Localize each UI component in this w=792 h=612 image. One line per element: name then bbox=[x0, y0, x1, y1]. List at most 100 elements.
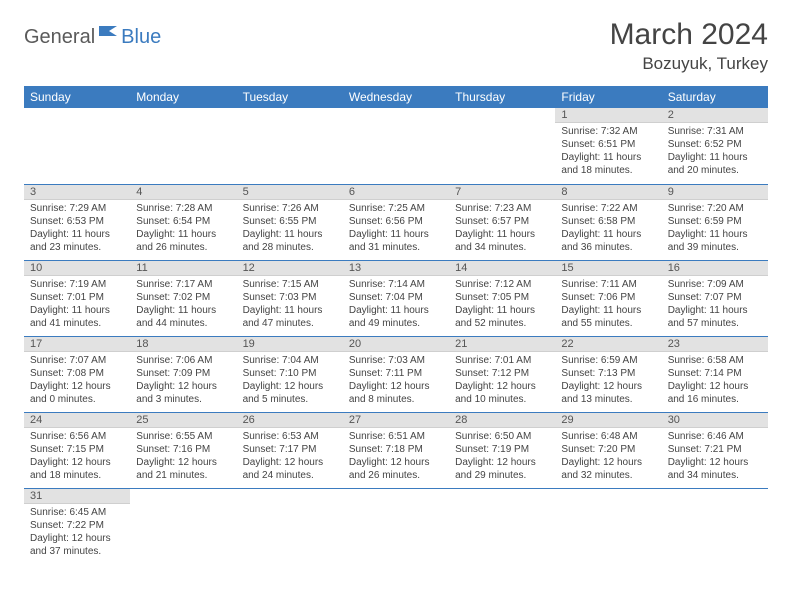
daylight-text: Daylight: 11 hours and 49 minutes. bbox=[349, 304, 443, 330]
day-number: 3 bbox=[24, 185, 130, 200]
sunset-text: Sunset: 7:12 PM bbox=[455, 367, 549, 380]
sunrise-text: Sunrise: 7:20 AM bbox=[668, 202, 762, 215]
calendar-row: 1Sunrise: 7:32 AMSunset: 6:51 PMDaylight… bbox=[24, 108, 768, 184]
sunset-text: Sunset: 6:56 PM bbox=[349, 215, 443, 228]
daylight-text: Daylight: 11 hours and 34 minutes. bbox=[455, 228, 549, 254]
calendar-cell: 30Sunrise: 6:46 AMSunset: 7:21 PMDayligh… bbox=[662, 412, 768, 488]
sunset-text: Sunset: 6:59 PM bbox=[668, 215, 762, 228]
day-number: 26 bbox=[237, 413, 343, 428]
day-content: Sunrise: 6:48 AMSunset: 7:20 PMDaylight:… bbox=[555, 428, 661, 485]
day-number bbox=[24, 108, 130, 122]
sunset-text: Sunset: 7:01 PM bbox=[30, 291, 124, 304]
sunrise-text: Sunrise: 6:46 AM bbox=[668, 430, 762, 443]
day-number: 8 bbox=[555, 185, 661, 200]
calendar-row: 10Sunrise: 7:19 AMSunset: 7:01 PMDayligh… bbox=[24, 260, 768, 336]
header: General Blue March 2024 Bozuyuk, Turkey bbox=[24, 18, 768, 74]
day-number bbox=[449, 489, 555, 503]
calendar-cell: 21Sunrise: 7:01 AMSunset: 7:12 PMDayligh… bbox=[449, 336, 555, 412]
calendar-cell bbox=[130, 108, 236, 184]
day-content: Sunrise: 7:14 AMSunset: 7:04 PMDaylight:… bbox=[343, 276, 449, 333]
sunset-text: Sunset: 7:06 PM bbox=[561, 291, 655, 304]
daylight-text: Daylight: 12 hours and 3 minutes. bbox=[136, 380, 230, 406]
day-content: Sunrise: 7:06 AMSunset: 7:09 PMDaylight:… bbox=[130, 352, 236, 409]
daylight-text: Daylight: 12 hours and 26 minutes. bbox=[349, 456, 443, 482]
sunset-text: Sunset: 7:02 PM bbox=[136, 291, 230, 304]
weekday-header: Wednesday bbox=[343, 86, 449, 108]
daylight-text: Daylight: 11 hours and 28 minutes. bbox=[243, 228, 337, 254]
day-number: 14 bbox=[449, 261, 555, 276]
calendar-cell: 22Sunrise: 6:59 AMSunset: 7:13 PMDayligh… bbox=[555, 336, 661, 412]
month-title: March 2024 bbox=[610, 18, 768, 52]
sunrise-text: Sunrise: 7:22 AM bbox=[561, 202, 655, 215]
calendar-cell: 8Sunrise: 7:22 AMSunset: 6:58 PMDaylight… bbox=[555, 184, 661, 260]
calendar-cell: 13Sunrise: 7:14 AMSunset: 7:04 PMDayligh… bbox=[343, 260, 449, 336]
sunset-text: Sunset: 7:11 PM bbox=[349, 367, 443, 380]
daylight-text: Daylight: 12 hours and 21 minutes. bbox=[136, 456, 230, 482]
sunset-text: Sunset: 7:17 PM bbox=[243, 443, 337, 456]
calendar-row: 3Sunrise: 7:29 AMSunset: 6:53 PMDaylight… bbox=[24, 184, 768, 260]
calendar-cell: 24Sunrise: 6:56 AMSunset: 7:15 PMDayligh… bbox=[24, 412, 130, 488]
sunset-text: Sunset: 6:51 PM bbox=[561, 138, 655, 151]
brand-part1: General bbox=[24, 26, 95, 49]
daylight-text: Daylight: 12 hours and 13 minutes. bbox=[561, 380, 655, 406]
day-number: 25 bbox=[130, 413, 236, 428]
sunset-text: Sunset: 7:13 PM bbox=[561, 367, 655, 380]
day-number: 13 bbox=[343, 261, 449, 276]
sunset-text: Sunset: 7:03 PM bbox=[243, 291, 337, 304]
brand-part2: Blue bbox=[121, 26, 161, 49]
calendar-cell: 25Sunrise: 6:55 AMSunset: 7:16 PMDayligh… bbox=[130, 412, 236, 488]
day-content: Sunrise: 7:23 AMSunset: 6:57 PMDaylight:… bbox=[449, 200, 555, 257]
calendar-cell bbox=[130, 488, 236, 564]
sunrise-text: Sunrise: 6:51 AM bbox=[349, 430, 443, 443]
daylight-text: Daylight: 11 hours and 57 minutes. bbox=[668, 304, 762, 330]
day-content: Sunrise: 7:09 AMSunset: 7:07 PMDaylight:… bbox=[662, 276, 768, 333]
daylight-text: Daylight: 12 hours and 24 minutes. bbox=[243, 456, 337, 482]
weekday-header: Thursday bbox=[449, 86, 555, 108]
daylight-text: Daylight: 12 hours and 0 minutes. bbox=[30, 380, 124, 406]
sunrise-text: Sunrise: 6:55 AM bbox=[136, 430, 230, 443]
sunrise-text: Sunrise: 7:01 AM bbox=[455, 354, 549, 367]
sunrise-text: Sunrise: 7:28 AM bbox=[136, 202, 230, 215]
sunset-text: Sunset: 7:14 PM bbox=[668, 367, 762, 380]
daylight-text: Daylight: 11 hours and 41 minutes. bbox=[30, 304, 124, 330]
sunset-text: Sunset: 7:18 PM bbox=[349, 443, 443, 456]
brand-logo: General Blue bbox=[24, 24, 161, 51]
sunrise-text: Sunrise: 7:15 AM bbox=[243, 278, 337, 291]
day-number bbox=[662, 489, 768, 503]
daylight-text: Daylight: 11 hours and 55 minutes. bbox=[561, 304, 655, 330]
calendar-cell: 4Sunrise: 7:28 AMSunset: 6:54 PMDaylight… bbox=[130, 184, 236, 260]
day-content: Sunrise: 6:51 AMSunset: 7:18 PMDaylight:… bbox=[343, 428, 449, 485]
day-number: 29 bbox=[555, 413, 661, 428]
daylight-text: Daylight: 12 hours and 5 minutes. bbox=[243, 380, 337, 406]
sunrise-text: Sunrise: 7:04 AM bbox=[243, 354, 337, 367]
day-number bbox=[130, 108, 236, 122]
day-number: 21 bbox=[449, 337, 555, 352]
daylight-text: Daylight: 12 hours and 18 minutes. bbox=[30, 456, 124, 482]
day-content: Sunrise: 7:17 AMSunset: 7:02 PMDaylight:… bbox=[130, 276, 236, 333]
sunset-text: Sunset: 7:19 PM bbox=[455, 443, 549, 456]
sunrise-text: Sunrise: 6:50 AM bbox=[455, 430, 549, 443]
daylight-text: Daylight: 11 hours and 20 minutes. bbox=[668, 151, 762, 177]
daylight-text: Daylight: 11 hours and 44 minutes. bbox=[136, 304, 230, 330]
day-content: Sunrise: 6:58 AMSunset: 7:14 PMDaylight:… bbox=[662, 352, 768, 409]
calendar-row: 17Sunrise: 7:07 AMSunset: 7:08 PMDayligh… bbox=[24, 336, 768, 412]
day-content: Sunrise: 7:03 AMSunset: 7:11 PMDaylight:… bbox=[343, 352, 449, 409]
sunrise-text: Sunrise: 7:29 AM bbox=[30, 202, 124, 215]
sunrise-text: Sunrise: 6:53 AM bbox=[243, 430, 337, 443]
weekday-header: Tuesday bbox=[237, 86, 343, 108]
day-content: Sunrise: 6:46 AMSunset: 7:21 PMDaylight:… bbox=[662, 428, 768, 485]
day-content: Sunrise: 7:32 AMSunset: 6:51 PMDaylight:… bbox=[555, 123, 661, 180]
sunrise-text: Sunrise: 7:09 AM bbox=[668, 278, 762, 291]
sunrise-text: Sunrise: 7:14 AM bbox=[349, 278, 443, 291]
sunrise-text: Sunrise: 7:19 AM bbox=[30, 278, 124, 291]
day-number bbox=[555, 489, 661, 503]
sunrise-text: Sunrise: 7:06 AM bbox=[136, 354, 230, 367]
sunrise-text: Sunrise: 7:11 AM bbox=[561, 278, 655, 291]
day-number: 28 bbox=[449, 413, 555, 428]
day-content: Sunrise: 6:59 AMSunset: 7:13 PMDaylight:… bbox=[555, 352, 661, 409]
sunset-text: Sunset: 7:04 PM bbox=[349, 291, 443, 304]
day-number: 19 bbox=[237, 337, 343, 352]
day-content: Sunrise: 7:11 AMSunset: 7:06 PMDaylight:… bbox=[555, 276, 661, 333]
sunset-text: Sunset: 6:58 PM bbox=[561, 215, 655, 228]
day-number: 9 bbox=[662, 185, 768, 200]
